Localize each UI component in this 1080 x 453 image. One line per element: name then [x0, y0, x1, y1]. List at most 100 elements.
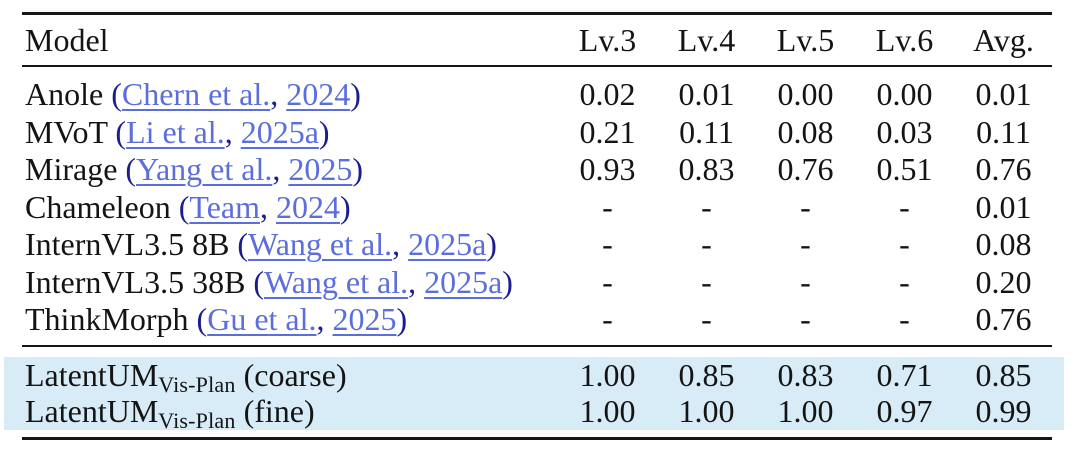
model-name: InternVL3.5 38B: [25, 263, 246, 300]
citation-year-link[interactable]: 2025a: [408, 226, 487, 263]
value-cell-avg: 0.76: [975, 151, 1032, 188]
citation-separator: ,: [272, 151, 289, 188]
model-cell: Chameleon (Team, 2024): [0, 189, 558, 226]
model-name: InternVL3.5 8B: [25, 226, 230, 263]
value-cell-lv4: 1.00: [678, 393, 735, 430]
value-cell-avg: 0.76: [975, 301, 1032, 338]
table-body: Anole (Chern et al., 2024) 0.02 0.01 0.0…: [0, 76, 1080, 339]
table-row-latentum-fine: LatentUMVis-Plan (fine) 1.00 1.00 1.00 0…: [0, 393, 1080, 434]
value-cell-lv3: -: [602, 301, 613, 338]
citation-author-link[interactable]: Team: [189, 188, 260, 225]
citation-link: (Gu et al., 2025): [197, 301, 408, 337]
model-cell: LatentUMVis-Plan (coarse): [0, 356, 558, 397]
table-row-anole: Anole (Chern et al., 2024) 0.02 0.01 0.0…: [0, 76, 1080, 114]
value-cell-lv4: 0.83: [678, 151, 735, 188]
value-cell-lv5: 1.00: [777, 393, 834, 430]
highlight-band: [4, 357, 1064, 430]
citation-separator: ,: [224, 113, 241, 150]
citation-open-paren: (: [253, 263, 265, 300]
citation-close-paren: ): [396, 301, 408, 338]
model-cell: LatentUMVis-Plan (fine): [0, 393, 558, 434]
citation-year-link[interactable]: 2025: [288, 151, 353, 188]
model-name: LatentUM: [25, 356, 159, 393]
citation-open-paren: (: [178, 188, 190, 225]
citation-close-paren: ): [340, 188, 351, 225]
column-header-lv5: Lv.5: [776, 21, 835, 58]
citation-author-link[interactable]: Wang et al.: [248, 226, 393, 263]
citation-separator: ,: [260, 188, 276, 225]
table-header-rule: [22, 65, 1052, 67]
citation-close-paren: ): [350, 76, 361, 113]
citation-year-link[interactable]: 2024: [276, 188, 340, 225]
model-name: Mirage: [25, 151, 118, 188]
value-cell-lv4: -: [701, 263, 712, 300]
value-cell-lv3: 1.00: [579, 356, 636, 393]
citation-year-link[interactable]: 2024: [286, 76, 351, 113]
citation-link: (Yang et al., 2025): [125, 151, 363, 187]
model-name: Chameleon: [25, 188, 171, 225]
citation-link: (Team, 2024): [179, 189, 351, 225]
citation-year-link[interactable]: 2025: [332, 301, 397, 338]
value-cell-lv3: 0.02: [579, 76, 636, 113]
value-cell-avg: 0.85: [975, 356, 1032, 393]
table-row-mirage: Mirage (Yang et al., 2025) 0.93 0.83 0.7…: [0, 151, 1080, 189]
value-cell-avg: 0.20: [975, 263, 1032, 300]
citation-open-paren: (: [115, 113, 127, 150]
value-cell-lv5: -: [800, 263, 811, 300]
citation-author-link[interactable]: Chern et al.: [121, 76, 271, 113]
column-header-lv4: Lv.4: [677, 21, 736, 58]
value-cell-lv5: 0.76: [777, 151, 834, 188]
citation-author-link[interactable]: Gu et al.: [207, 301, 317, 338]
value-cell-lv5: -: [800, 188, 811, 225]
model-cell: MVoT (Li et al., 2025a): [0, 114, 558, 151]
citation-open-paren: (: [237, 226, 249, 263]
value-cell-lv4: -: [701, 226, 712, 263]
value-cell-lv5: 0.08: [777, 113, 834, 150]
table-row-latentum-coarse: LatentUMVis-Plan (coarse) 1.00 0.85 0.83…: [0, 356, 1080, 397]
citation-author-link[interactable]: Yang et al.: [136, 151, 273, 188]
value-cell-lv4: -: [701, 301, 712, 338]
table-top-rule: [22, 12, 1052, 15]
model-cell: ThinkMorph (Gu et al., 2025): [0, 301, 558, 338]
value-cell-lv4: -: [701, 188, 712, 225]
table-row-internvl35-8b: InternVL3.5 8B (Wang et al., 2025a) - - …: [0, 226, 1080, 264]
citation-year-link[interactable]: 2025a: [240, 113, 319, 150]
model-cell: Mirage (Yang et al., 2025): [0, 151, 558, 188]
column-header-lv6: Lv.6: [875, 21, 934, 58]
model-name: ThinkMorph: [25, 301, 189, 338]
model-variant-note: (coarse): [243, 356, 347, 393]
value-cell-lv3: 1.00: [579, 393, 636, 430]
citation-author-link[interactable]: Li et al.: [126, 113, 225, 150]
citation-separator: ,: [316, 301, 333, 338]
citation-year-link[interactable]: 2025a: [424, 263, 503, 300]
citation-close-paren: ): [318, 113, 330, 150]
value-cell-lv3: 0.21: [579, 113, 636, 150]
column-header-lv3: Lv.3: [578, 21, 637, 58]
value-cell-lv3: -: [602, 263, 613, 300]
citation-author-link[interactable]: Wang et al.: [264, 263, 409, 300]
value-cell-lv6: 0.03: [876, 113, 933, 150]
value-cell-lv6: 0.97: [876, 393, 933, 430]
value-cell-lv4: 0.85: [678, 356, 735, 393]
value-cell-lv5: 0.83: [777, 356, 834, 393]
table-highlighted-body: LatentUMVis-Plan (coarse) 1.00 0.85 0.83…: [0, 356, 1080, 434]
value-cell-lv6: 0.71: [876, 356, 933, 393]
value-cell-lv4: 0.11: [679, 113, 734, 150]
citation-link: (Wang et al., 2025a): [253, 264, 513, 300]
value-cell-lv3: -: [602, 226, 613, 263]
citation-close-paren: ): [502, 263, 513, 300]
table-row-mvot: MVoT (Li et al., 2025a) 0.21 0.11 0.08 0…: [0, 114, 1080, 152]
value-cell-avg: 0.01: [975, 188, 1032, 225]
table-bottom-rule: [22, 437, 1052, 440]
citation-separator: ,: [270, 76, 287, 113]
table-mid-rule: [22, 345, 1052, 347]
value-cell-avg: 0.99: [975, 393, 1032, 430]
citation-close-paren: ): [486, 226, 497, 263]
citation-link: (Wang et al., 2025a): [237, 226, 497, 262]
model-name: MVoT: [25, 113, 108, 150]
model-name: LatentUM: [25, 393, 159, 430]
value-cell-lv5: -: [800, 301, 811, 338]
model-name: Anole: [25, 76, 104, 113]
model-subscript: Vis-Plan: [158, 408, 236, 434]
